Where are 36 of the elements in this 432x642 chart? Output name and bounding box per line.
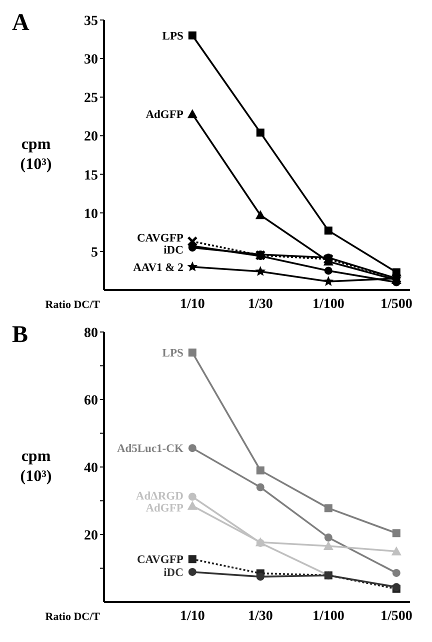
y-tick-label: 20 xyxy=(84,528,98,544)
y-tick-label: 40 xyxy=(84,460,98,476)
series-label: AdGFP xyxy=(146,502,184,514)
x-tick-label: 1/10 xyxy=(180,608,205,624)
y-tick-label: 20 xyxy=(84,130,98,145)
y-tick-label: 25 xyxy=(84,91,98,106)
x-tick-label: 1/30 xyxy=(248,296,273,312)
y-tick-label: 5 xyxy=(91,245,98,260)
x-tick-label: 1/500 xyxy=(380,296,412,312)
chart-title: B xyxy=(12,322,28,348)
series-label: iDC xyxy=(164,244,184,257)
y-tick-label: 15 xyxy=(84,168,98,184)
y-tick-label: 60 xyxy=(84,393,98,408)
series-label: AAV1 & 2 xyxy=(133,262,184,274)
series-label: AdGFP xyxy=(146,109,184,122)
y-tick-label: 30 xyxy=(84,52,98,68)
series-label: CAVGFP xyxy=(136,232,184,245)
x-axis-title: Ratio DC/T xyxy=(45,611,101,623)
x-tick-label: 1/100 xyxy=(312,608,344,624)
y-axis-title: cpm (10³) xyxy=(20,136,52,173)
series-label: AdΔRGD xyxy=(136,490,184,502)
series-label: Ad5Luc1-CK xyxy=(116,443,184,456)
y-tick-label: 80 xyxy=(84,326,98,341)
series-label: iDC xyxy=(164,566,184,579)
x-tick-label: 1/500 xyxy=(380,608,412,624)
x-tick-label: 1/10 xyxy=(180,296,205,312)
y-tick-label: 35 xyxy=(84,14,98,29)
x-tick-label: 1/30 xyxy=(248,608,273,624)
x-axis-title: Ratio DC/T xyxy=(45,299,101,311)
y-tick-label: 10 xyxy=(84,206,98,222)
y-axis-title: cpm (10³) xyxy=(20,448,52,485)
series-label: LPS xyxy=(162,30,184,42)
series-label: CAVGFP xyxy=(136,554,184,566)
x-tick-label: 1/100 xyxy=(312,296,344,312)
chart-title: A xyxy=(12,10,30,36)
series-label: LPS xyxy=(162,348,184,360)
